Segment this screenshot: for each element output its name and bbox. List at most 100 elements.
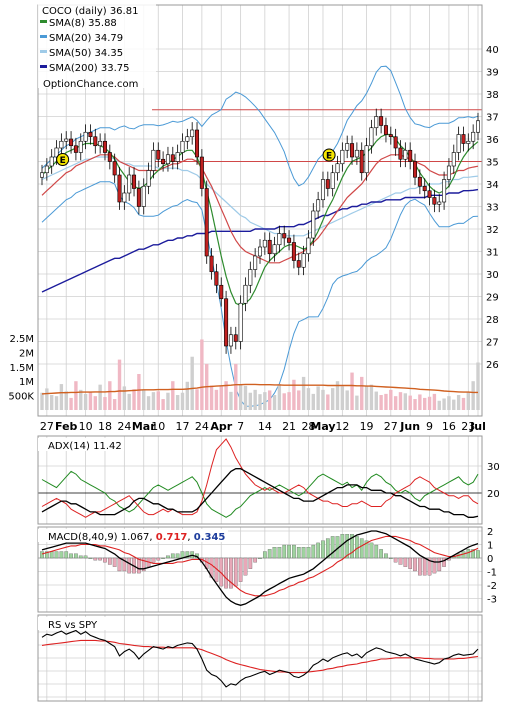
panel-frames	[37, 4, 483, 702]
volume-bar	[190, 356, 194, 410]
x-tick-label: 17	[175, 420, 189, 433]
volume-bar	[277, 384, 282, 410]
volume-bar	[403, 393, 408, 410]
candle-down	[209, 255, 214, 273]
rs-title: RS vs SPY	[38, 617, 108, 631]
candle-up	[180, 140, 185, 153]
macd-histogram-bar	[408, 557, 413, 569]
candle-up	[175, 152, 180, 162]
price-tick-label: 37	[486, 113, 499, 124]
volume-bar	[156, 391, 160, 410]
candle-up	[253, 255, 258, 270]
macd-histogram-bar	[137, 557, 141, 574]
macd-histogram-bar	[350, 534, 354, 559]
volume-bar	[374, 391, 378, 410]
rs-title-text: RS vs SPY	[48, 620, 98, 631]
macd-histogram-bar	[243, 557, 248, 576]
volume-bar	[98, 384, 102, 410]
macd-histogram-bar	[422, 557, 427, 576]
candle-up	[44, 165, 49, 174]
volume-bar	[171, 381, 175, 410]
volume-bar	[146, 396, 151, 410]
candle-up	[451, 152, 456, 167]
price-tick-label: 29	[486, 293, 499, 304]
candle-up	[59, 140, 64, 149]
x-tick-label: 19	[360, 420, 374, 433]
candle-down	[388, 134, 393, 138]
volume-bar	[355, 395, 359, 410]
volume-bar	[185, 381, 190, 410]
macd-histogram-bar	[78, 555, 83, 559]
volume-bar	[393, 396, 398, 410]
candle-up	[354, 149, 359, 158]
volume-bar	[200, 339, 204, 410]
volume-bar	[384, 393, 388, 410]
macd-histogram-bar	[413, 557, 417, 572]
candle-up	[306, 237, 311, 255]
candle-up	[98, 140, 103, 147]
macd-histogram-bar	[388, 557, 393, 559]
volume-bar	[175, 395, 180, 410]
candle-up	[54, 147, 59, 158]
volume-bar	[306, 388, 311, 410]
candle-down	[102, 140, 107, 153]
earnings-marker	[56, 153, 70, 166]
rs-panel-frame	[37, 614, 483, 702]
price-tick-label: 40	[486, 45, 499, 56]
macd-histogram-bar	[296, 547, 301, 559]
volume-bar	[137, 374, 141, 410]
candle-up	[64, 138, 69, 142]
volume-bar	[335, 381, 340, 410]
price-tick-label: 31	[486, 248, 499, 259]
volume-bar	[461, 397, 466, 410]
candle-down	[408, 149, 413, 162]
candle-up	[165, 154, 170, 165]
macd-histogram-bar	[233, 557, 238, 587]
candle-up	[311, 210, 316, 239]
earnings-marker-label: E	[326, 152, 332, 162]
volume-bar	[437, 400, 441, 410]
volume-bar	[103, 397, 107, 410]
volume-bar	[452, 399, 456, 410]
macd-histogram-bar	[258, 557, 262, 559]
candle-up	[345, 143, 350, 151]
candle-down	[350, 143, 355, 158]
candle-down	[287, 237, 292, 243]
volume-bar	[132, 389, 136, 410]
macd-histogram-bar	[442, 557, 446, 567]
x-tick-label: Apr	[210, 420, 232, 433]
volume-bar	[238, 384, 243, 410]
x-tick-label: 21	[282, 420, 296, 433]
macd-histogram-bar	[170, 553, 175, 559]
candle-up	[238, 302, 243, 342]
macd-histogram-bar	[122, 557, 127, 572]
volume-bar	[83, 393, 88, 410]
candle-up	[248, 269, 253, 286]
price-tick-label: 39	[486, 68, 499, 79]
candle-up	[335, 163, 340, 174]
adx-panel-frame	[37, 435, 483, 525]
macd-histogram-bar	[59, 551, 64, 559]
candle-down	[432, 197, 437, 205]
macd-histogram-bar	[83, 555, 88, 559]
volume-bar	[122, 386, 127, 410]
x-tick-label: Mar	[132, 420, 156, 433]
macd-histogram-bar	[379, 549, 383, 559]
candle-up	[442, 179, 447, 203]
price-tick-label: 33	[486, 203, 499, 214]
upper-band-line	[41, 65, 479, 187]
volume-bar	[471, 381, 475, 410]
macd-histogram-bar	[185, 551, 190, 559]
macd-histogram-bar	[364, 540, 369, 559]
macd-histogram-bar	[238, 557, 243, 582]
x-tick-label: 12	[335, 420, 349, 433]
macd-histogram-bar	[74, 553, 78, 559]
candle-up	[403, 149, 408, 160]
earnings-marker-label: E	[60, 156, 66, 166]
candle-down	[383, 125, 388, 135]
macd-histogram-bar	[98, 557, 102, 561]
candle-down	[136, 188, 141, 207]
macd-line	[41, 530, 479, 606]
volume-tick-label: 500K	[8, 392, 34, 403]
macd-histogram-bar	[88, 557, 93, 559]
